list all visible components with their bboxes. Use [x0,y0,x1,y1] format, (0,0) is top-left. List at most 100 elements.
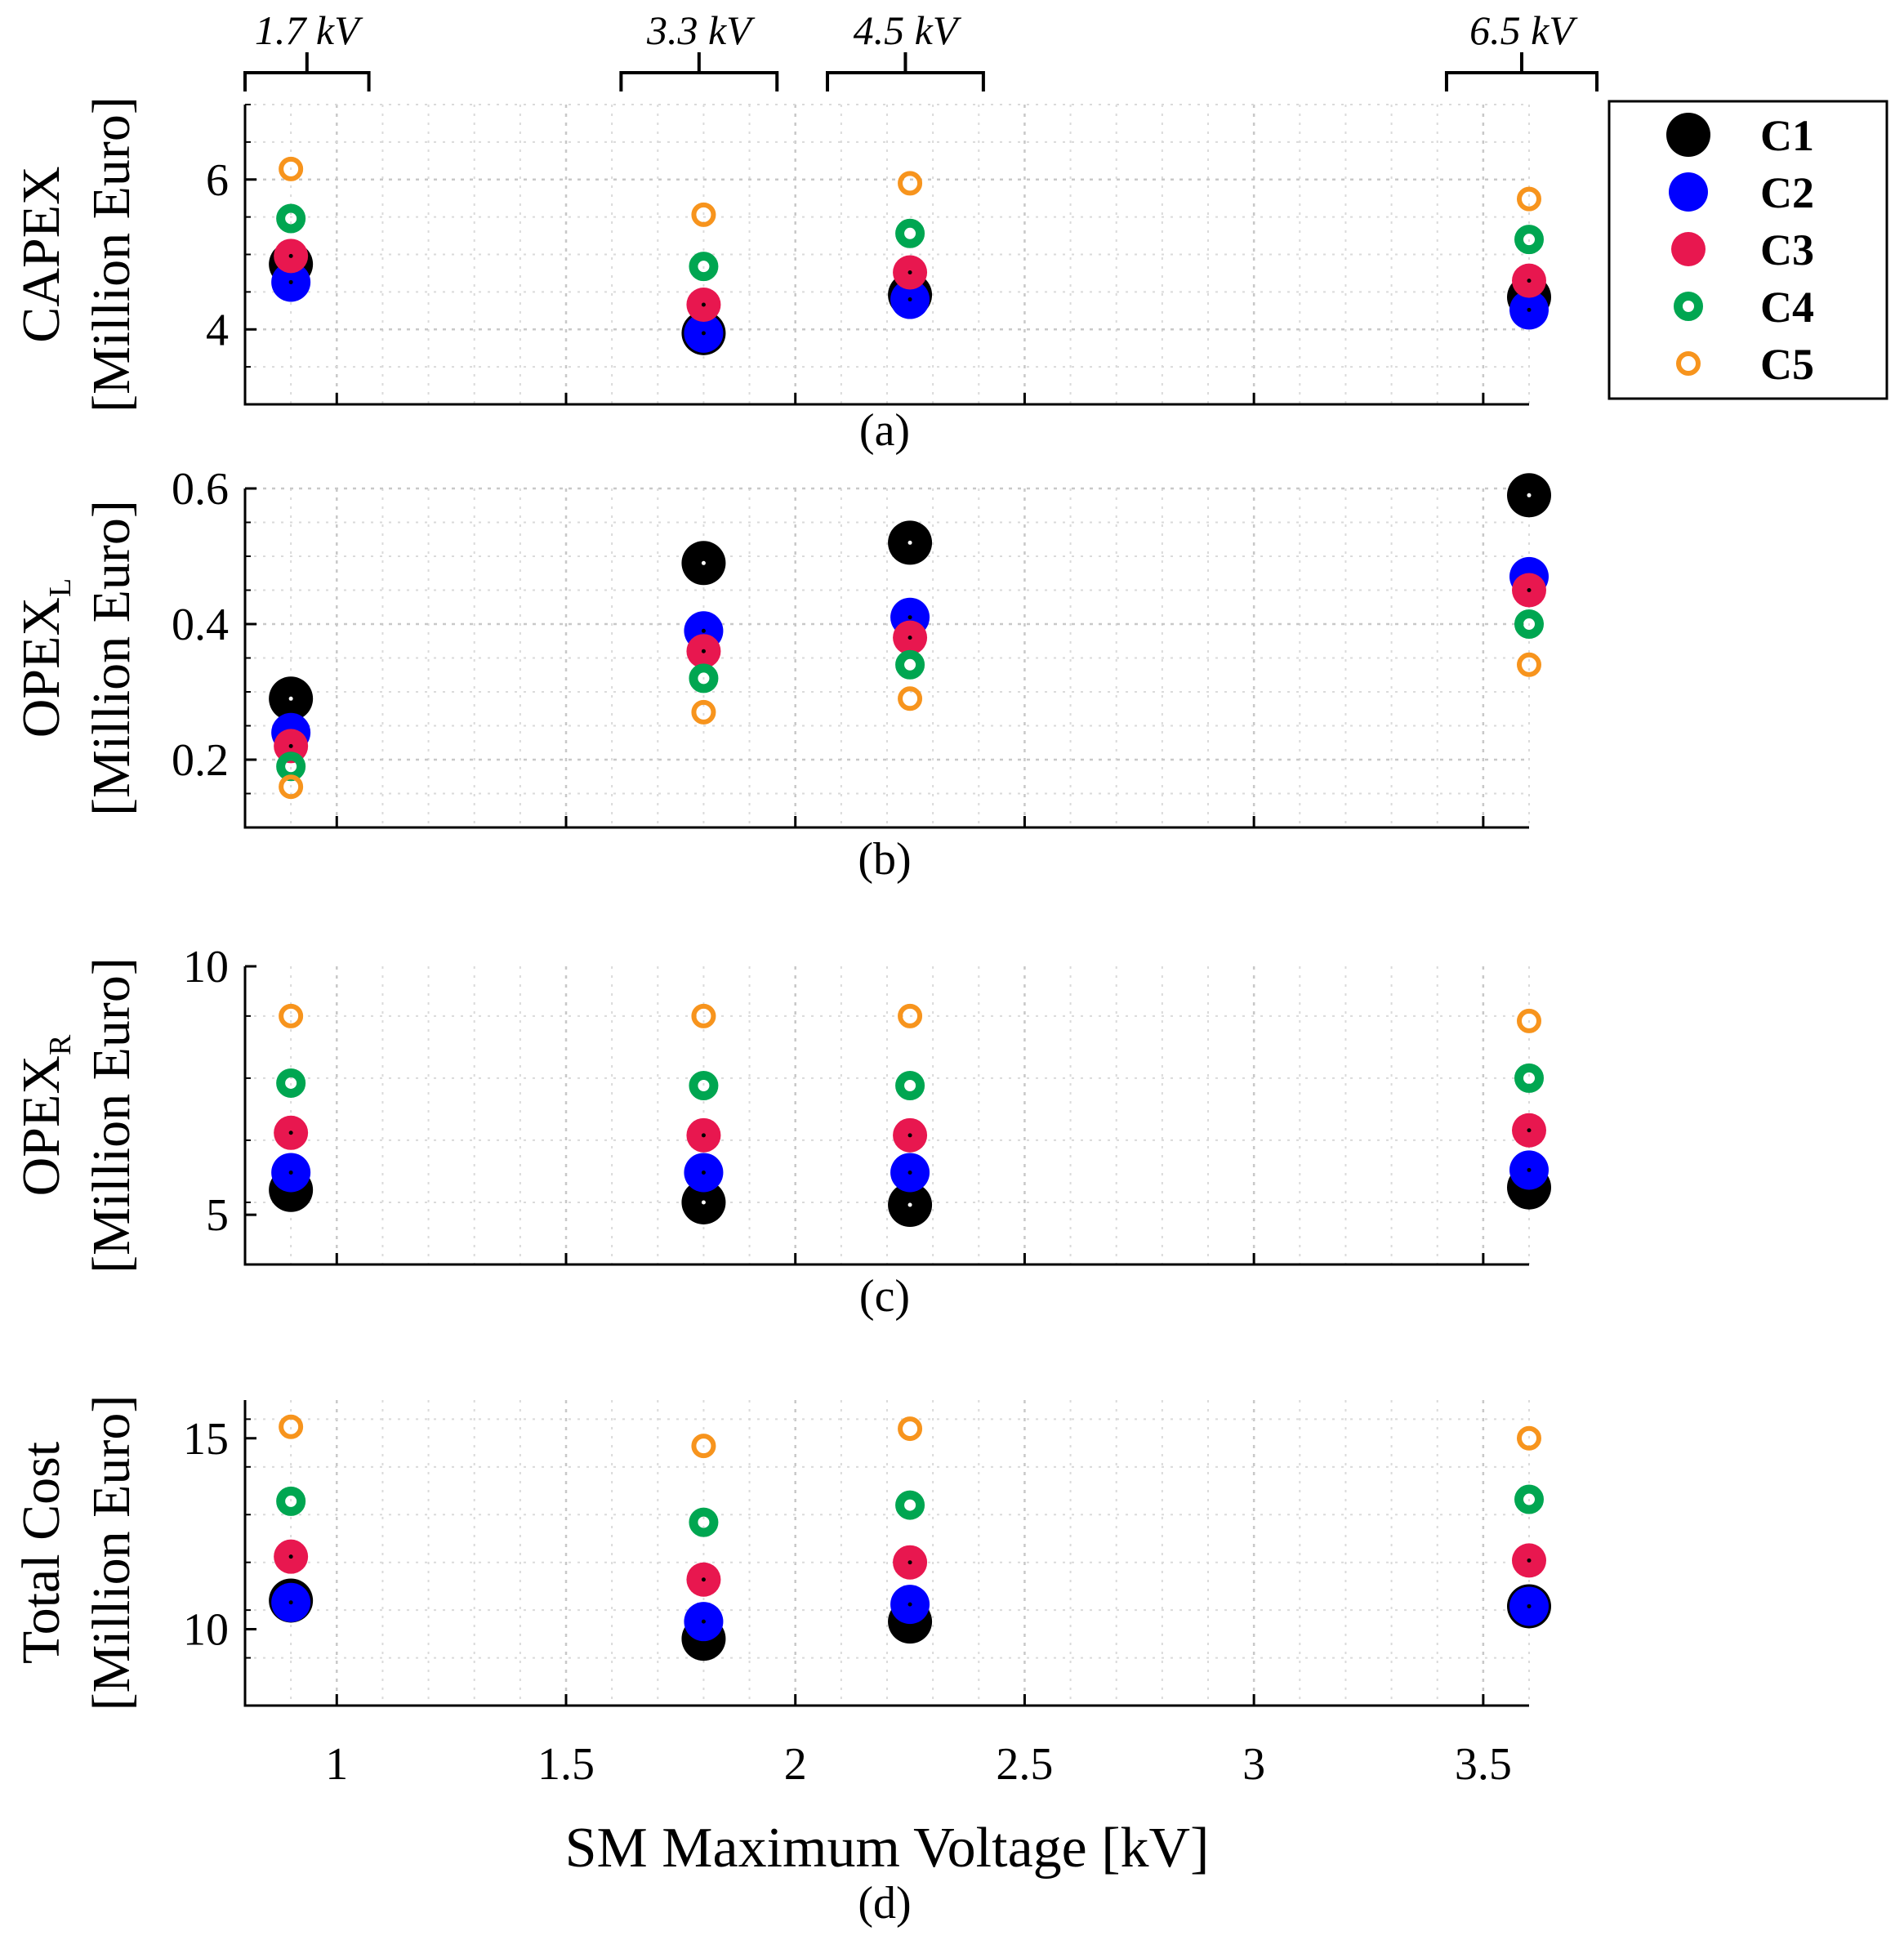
y-axis-label-line2: [Million Euro] [82,500,141,816]
voltage-bracket: 3.3 kV [619,7,779,91]
subfigure-label: (a) [859,405,910,456]
point-C5 [279,1414,304,1439]
bracket-shape [826,52,985,91]
point-center-dot [288,1170,293,1175]
point-center-dot [907,1602,912,1607]
point-center-dot [701,1200,706,1205]
point-C5 [898,1416,923,1442]
point-center-dot [701,1619,706,1624]
point-center-dot [1527,1167,1532,1172]
voltage-bracket-label: 1.7 kV [255,7,363,53]
voltage-bracket: 6.5 kV [1444,7,1599,91]
y-axis-label-line1: Total Cost [11,1442,71,1664]
y-axis-label-subscript: R [43,1034,78,1055]
point-C5 [279,1003,304,1028]
legend-item-C4: C4 [1674,283,1814,332]
y-axis-label-line2: [Million Euro] [82,96,141,413]
voltage-bracket-label: 3.3 kV [646,7,756,53]
point-C4 [689,1071,719,1100]
point-center-dot [907,297,912,302]
legend-marker [1671,232,1706,266]
y-axis-label-main: CAPEX [11,166,71,342]
markers-a [269,156,1551,355]
voltage-brackets: 1.7 kV 3.3 kV 4.5 kV 6.5 kV [243,7,1599,91]
point-C4 [1514,609,1544,639]
y-tick-label: 0.4 [172,600,229,650]
y-axis-label-line2: [Million Euro] [82,1395,141,1711]
point-C4 [689,663,719,693]
point-C5 [898,686,923,711]
point-C5 [691,1003,716,1028]
y-tick-label: 10 [183,942,229,992]
subfigure-label: (c) [859,1271,910,1322]
voltage-bracket: 1.7 kV [243,7,371,91]
grid-d [244,1400,1530,1706]
point-center-dot [1527,279,1532,283]
markers-c [269,1003,1551,1227]
point-C5 [279,156,304,181]
point-C4 [1514,1063,1544,1093]
voltage-bracket-label: 4.5 kV [854,7,962,53]
point-center-dot [701,1133,706,1138]
panel-d: 10 15 1 1.5 2 2.5 3 3.5 SM Maximum Voltage [kV] T… [11,1395,1551,1929]
subfigure-label: (b) [858,834,911,885]
point-C5 [691,1434,716,1459]
legend-label: C3 [1760,225,1814,274]
point-center-dot [288,696,293,701]
point-center-dot [907,1133,912,1138]
point-C4 [276,203,306,234]
voltage-bracket-label: 6.5 kV [1469,7,1578,53]
point-center-dot [288,1600,293,1605]
legend-marker [1669,172,1708,212]
y-axis-label-main: Total Cost [11,1442,71,1664]
point-C4 [276,1068,306,1098]
bracket-shape [619,52,779,91]
point-center-dot [288,1131,293,1135]
legend-label: C2 [1760,168,1814,217]
subfigure-label: (d) [858,1878,911,1929]
point-center-dot [1527,307,1532,312]
y-tick-label: 6 [206,155,229,206]
legend-marker [1674,292,1703,321]
point-center-dot [1527,1558,1532,1563]
point-center-dot [701,302,706,307]
y-tick-label: 10 [183,1605,229,1656]
legend-item-C2: C2 [1669,168,1814,217]
point-center-dot [907,636,912,640]
point-C4 [276,751,306,782]
y-tick-label: 4 [206,305,229,355]
point-C5 [898,171,923,196]
markers-d [269,1414,1551,1661]
y-axis-label-line1: OPEXR [11,1034,78,1196]
y-tick-label: 5 [206,1190,229,1241]
point-center-dot [907,615,912,620]
panel-a: 4 6 CAPEX [Million Euro] (a) [11,96,1551,456]
legend-item-C5: C5 [1676,340,1814,389]
x-tick-label: 3.5 [1455,1739,1512,1790]
point-C4 [895,218,925,248]
grid-c [244,966,1530,1265]
point-C5 [279,774,304,800]
legend-label: C4 [1760,283,1814,332]
grid-a [244,104,1530,405]
point-C5 [1517,1425,1541,1451]
point-C4 [1514,1484,1544,1514]
panel-c: 5 10 OPEXR [Million Euro] (c) [11,942,1551,1322]
point-center-dot [907,270,912,275]
legend-marker [1676,351,1701,376]
point-center-dot [288,743,293,748]
point-center-dot [701,649,706,653]
y-axis-label-main: OPEX [11,597,71,738]
point-center-dot [288,279,293,284]
legend-item-C1: C1 [1666,111,1814,160]
x-tick-label: 2.5 [996,1739,1053,1790]
panel-b: 0.2 0.4 0.6 OPEXL [Million Euro] (b) [11,464,1551,885]
x-tick-label: 2 [784,1739,807,1790]
point-C4 [895,1490,925,1520]
point-center-dot [907,1170,912,1175]
y-tick-label: 0.2 [172,735,229,786]
point-center-dot [1527,1128,1532,1133]
point-C4 [895,649,925,680]
point-center-dot [701,628,706,633]
